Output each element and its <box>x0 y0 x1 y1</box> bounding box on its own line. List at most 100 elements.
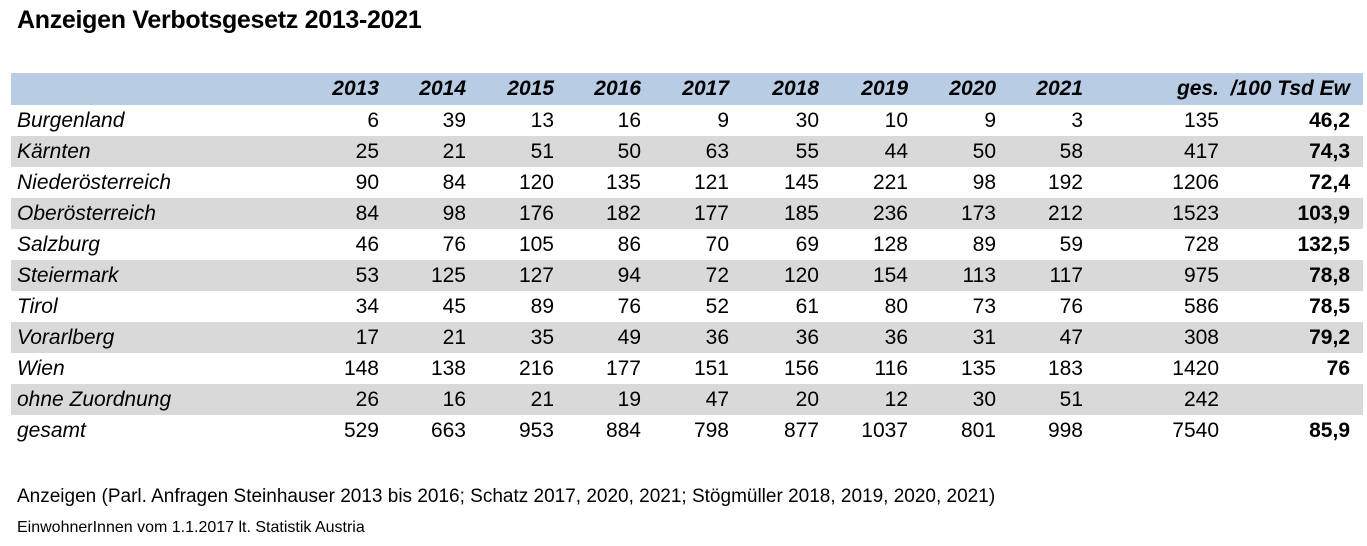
column-header: /100 Tsd Ew <box>1230 77 1350 100</box>
value-cell: 183 <box>1047 357 1083 380</box>
row-label: Tirol <box>17 295 58 318</box>
row-label: Burgenland <box>17 109 125 132</box>
page-title: Anzeigen Verbotsgesetz 2013-2021 <box>17 6 422 34</box>
row-label: Vorarlberg <box>17 326 115 349</box>
value-cell: 26 <box>355 388 379 411</box>
value-cell: 798 <box>693 419 729 442</box>
value-cell: 7540 <box>1172 419 1219 442</box>
value-cell: 98 <box>972 171 996 194</box>
value-cell: 998 <box>1047 419 1083 442</box>
value-cell: 975 <box>1183 264 1219 287</box>
value-cell: 125 <box>430 264 466 287</box>
value-cell: 63 <box>705 140 729 163</box>
value-cell: 76 <box>442 233 466 256</box>
value-cell: 55 <box>795 140 819 163</box>
value-cell: 1420 <box>1172 357 1219 380</box>
row-label: ohne Zuordnung <box>17 388 172 411</box>
value-cell: 145 <box>783 171 819 194</box>
value-cell: 86 <box>617 233 641 256</box>
rate-cell: 78,8 <box>1309 264 1350 287</box>
table-row: Kärnten 25 21 51 50 63 55 44 50 58 417 74,3 <box>11 136 1363 167</box>
value-cell: 25 <box>355 140 379 163</box>
row-label: Steiermark <box>17 264 119 287</box>
column-header: ges. <box>1176 77 1219 100</box>
value-cell: 120 <box>783 264 819 287</box>
rate-cell: 76 <box>1326 357 1350 380</box>
value-cell: 76 <box>617 295 641 318</box>
value-cell: 47 <box>705 388 729 411</box>
value-cell: 44 <box>884 140 908 163</box>
value-cell: 177 <box>605 357 641 380</box>
value-cell: 17 <box>355 326 379 349</box>
value-cell: 72 <box>705 264 729 287</box>
value-cell: 801 <box>960 419 996 442</box>
value-cell: 113 <box>962 264 996 287</box>
column-header: 2020 <box>949 77 996 100</box>
value-cell: 529 <box>343 419 379 442</box>
value-cell: 35 <box>530 326 554 349</box>
value-cell: 21 <box>442 140 466 163</box>
table-row: Wien 148 138 216 177 151 156 116 135 183 1420 76 <box>11 353 1363 384</box>
column-header: 2021 <box>1036 77 1083 100</box>
value-cell: 308 <box>1183 326 1219 349</box>
rate-cell: 72,4 <box>1309 171 1350 194</box>
value-cell: 51 <box>1059 388 1083 411</box>
value-cell: 1037 <box>861 419 908 442</box>
value-cell: 89 <box>530 295 554 318</box>
rate-cell: 132,5 <box>1297 233 1350 256</box>
value-cell: 884 <box>605 419 641 442</box>
table-row: Tirol 34 45 89 76 52 61 80 73 76 586 78,5 <box>11 291 1363 322</box>
value-cell: 36 <box>705 326 729 349</box>
value-cell: 80 <box>884 295 908 318</box>
value-cell: 34 <box>355 295 379 318</box>
value-cell: 98 <box>442 202 466 225</box>
value-cell: 216 <box>518 357 554 380</box>
value-cell: 21 <box>530 388 554 411</box>
value-cell: 89 <box>972 233 996 256</box>
rate-cell: 74,3 <box>1309 140 1350 163</box>
value-cell: 417 <box>1183 140 1219 163</box>
value-cell: 94 <box>617 264 641 287</box>
data-table: 2013 2014 2015 2016 2017 2018 2019 2020 2021 ges.… <box>11 73 1363 446</box>
row-label: Oberösterreich <box>17 202 156 225</box>
row-label: Niederösterreich <box>17 171 172 194</box>
column-header: 2017 <box>682 77 729 100</box>
value-cell: 135 <box>1183 109 1219 132</box>
table-row: Salzburg 46 76 105 86 70 69 128 89 59 728 132,5 <box>11 229 1363 260</box>
value-cell: 45 <box>442 295 466 318</box>
value-cell: 53 <box>355 264 379 287</box>
row-label: Kärnten <box>17 140 91 163</box>
value-cell: 586 <box>1183 295 1219 318</box>
value-cell: 90 <box>355 171 379 194</box>
value-cell: 212 <box>1047 202 1083 225</box>
value-cell: 173 <box>960 202 996 225</box>
value-cell: 84 <box>355 202 379 225</box>
value-cell: 177 <box>693 202 729 225</box>
value-cell: 51 <box>530 140 554 163</box>
value-cell: 19 <box>617 388 641 411</box>
value-cell: 16 <box>442 388 466 411</box>
table-body: Burgenland 6 39 13 16 9 30 10 9 3 135 46,2 Kärnten 25… <box>11 105 1363 446</box>
table-row: Oberösterreich 84 98 176 182 177 185 236 173 212 1… <box>11 198 1363 229</box>
value-cell: 154 <box>872 264 908 287</box>
value-cell: 1523 <box>1172 202 1219 225</box>
value-cell: 128 <box>872 233 908 256</box>
table-row: Niederösterreich 90 84 120 135 121 145 221 98 192… <box>11 167 1363 198</box>
value-cell: 50 <box>972 140 996 163</box>
value-cell: 135 <box>960 357 996 380</box>
value-cell: 3 <box>1071 109 1083 132</box>
value-cell: 16 <box>617 109 641 132</box>
value-cell: 663 <box>430 419 466 442</box>
value-cell: 39 <box>442 109 466 132</box>
value-cell: 236 <box>872 202 908 225</box>
column-header: 2019 <box>861 77 908 100</box>
value-cell: 58 <box>1059 140 1083 163</box>
value-cell: 50 <box>617 140 641 163</box>
rate-cell: 79,2 <box>1309 326 1350 349</box>
table-row: gesamt 529 663 953 884 798 877 1037 801 998 7540 85… <box>11 415 1363 446</box>
value-cell: 69 <box>795 233 819 256</box>
rate-cell: 85,9 <box>1309 419 1350 442</box>
value-cell: 36 <box>795 326 819 349</box>
value-cell: 192 <box>1047 171 1083 194</box>
value-cell: 20 <box>795 388 819 411</box>
